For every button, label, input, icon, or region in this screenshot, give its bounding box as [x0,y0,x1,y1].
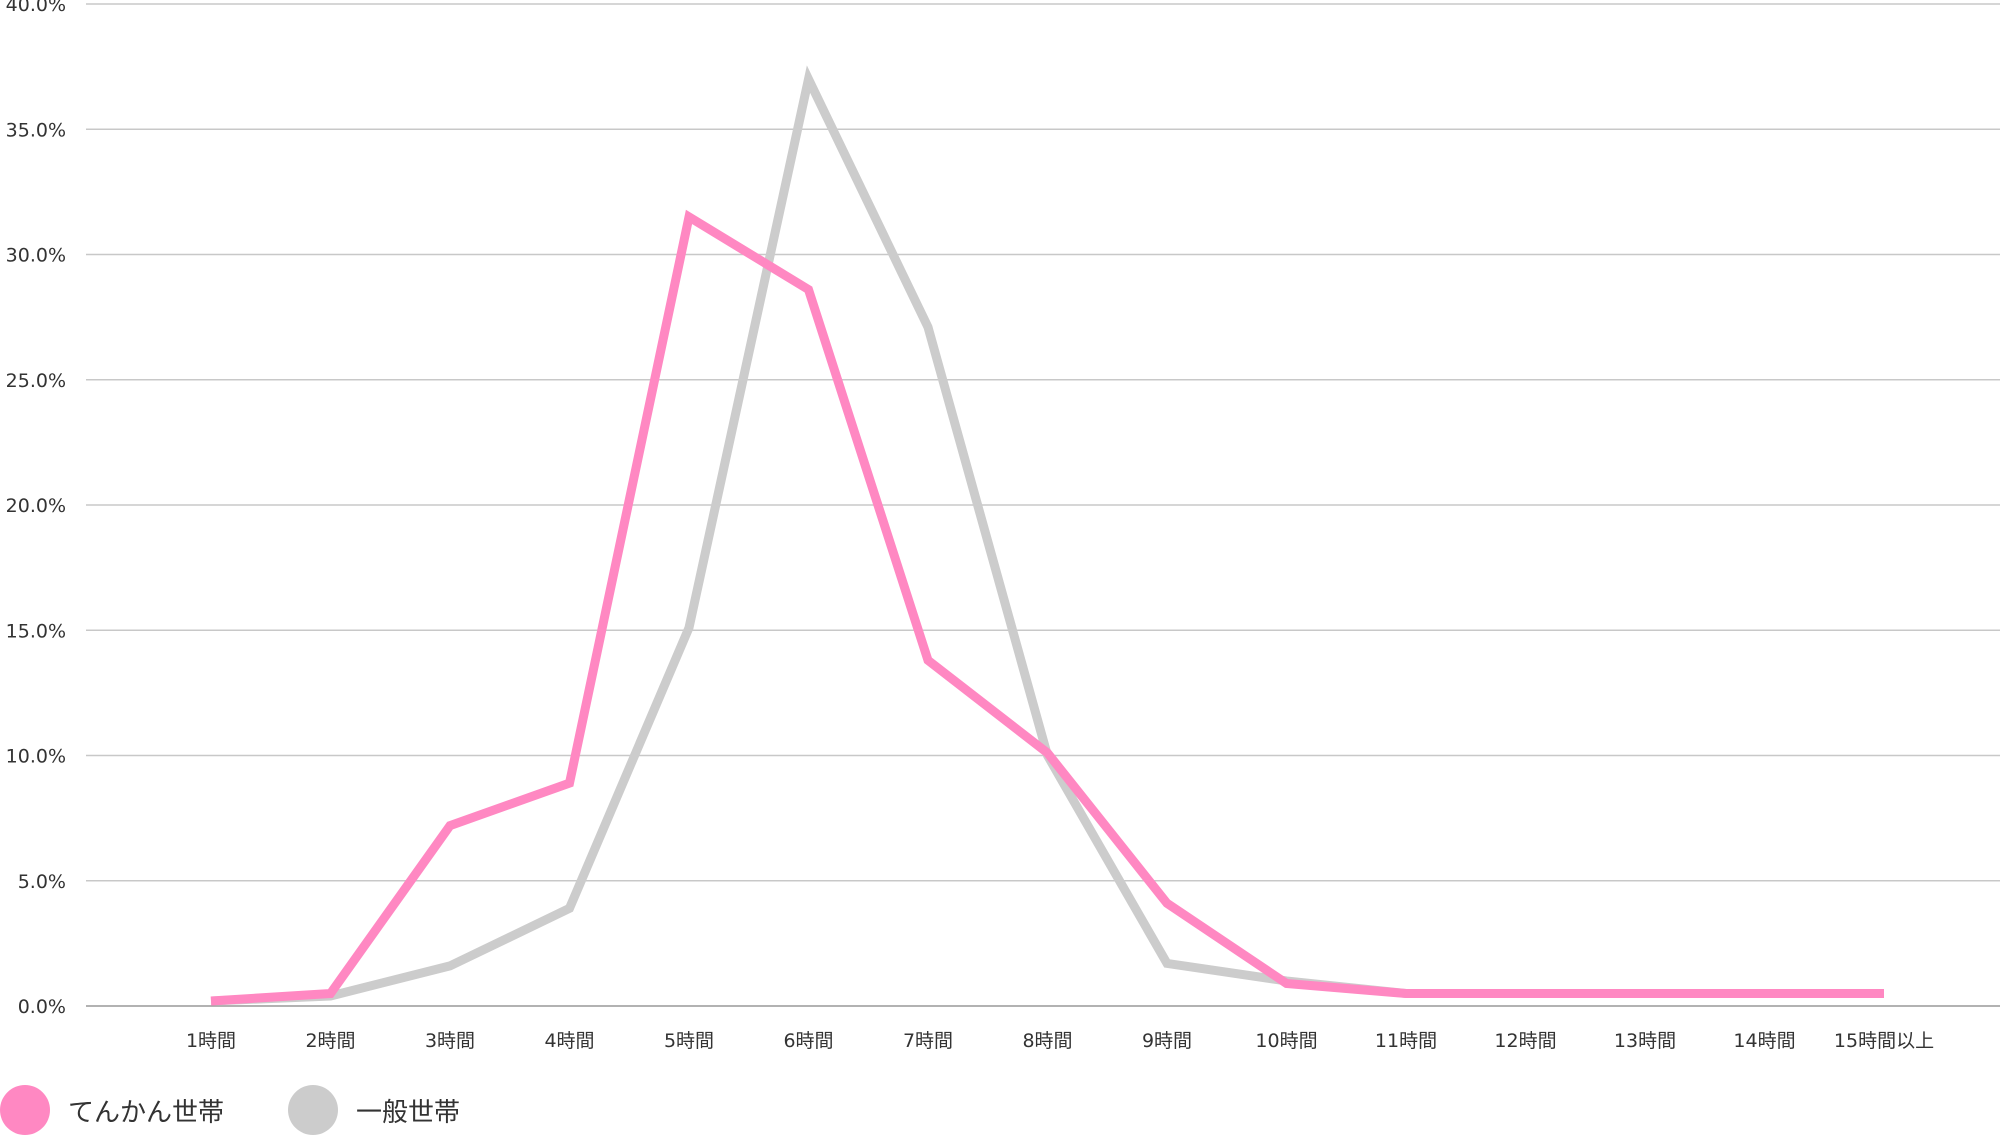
x-tick-label: 1時間 [186,1030,236,1052]
x-tick-label: 9時間 [1142,1030,1192,1052]
y-tick-label: 0.0% [18,996,66,1018]
x-tick-label: 5時間 [664,1030,714,1052]
series-lines [210,65,1884,1006]
x-tick-label: 13時間 [1614,1030,1676,1052]
x-tick-label: 10時間 [1255,1030,1317,1052]
x-tick-label: 4時間 [544,1030,594,1052]
legend-label-epilepsy-household: てんかん世帯 [68,1097,225,1128]
legend-swatch-epilepsy-household [0,1085,50,1135]
x-tick-label: 3時間 [425,1030,475,1052]
y-tick-label: 5.0% [18,871,66,893]
series-line-epilepsy-household [210,209,1884,1006]
grid-lines [86,3,2000,1007]
x-tick-label: 7時間 [903,1030,953,1052]
x-tick-label: 12時間 [1494,1030,1556,1052]
x-tick-label: 2時間 [305,1030,355,1052]
y-tick-label: 25.0% [6,370,66,392]
x-tick-label: 8時間 [1022,1030,1072,1052]
x-tick-label: 6時間 [783,1030,833,1052]
y-tick-label: 35.0% [6,119,66,141]
x-tick-label: 15時間以上 [1834,1030,1934,1052]
y-tick-label: 40.0% [6,0,66,16]
series-line-general-household [210,65,1884,1006]
x-axis-tick-labels: 1時間 2時間 3時間 4時間 5時間 6時間 7時間 8時間 9時間 10時間 11時間 12時間 1… [186,1030,1934,1052]
legend-label-general-household: 一般世帯 [356,1097,461,1128]
y-tick-label: 20.0% [6,495,66,517]
x-tick-label: 14時間 [1733,1030,1795,1052]
legend-item-general-household: 一般世帯 [288,1084,460,1136]
y-tick-label: 15.0% [6,620,66,642]
y-tick-label: 10.0% [6,746,66,768]
y-axis-tick-labels: 0.0% 5.0% 10.0% 15.0% 20.0% 25.0% 30.0% 35.0% 40… [6,0,66,1018]
y-tick-label: 30.0% [6,245,66,267]
legend-item-epilepsy-household: てんかん世帯 [0,1084,224,1136]
legend-swatch-general-household [288,1085,338,1135]
x-tick-label: 11時間 [1375,1030,1437,1052]
